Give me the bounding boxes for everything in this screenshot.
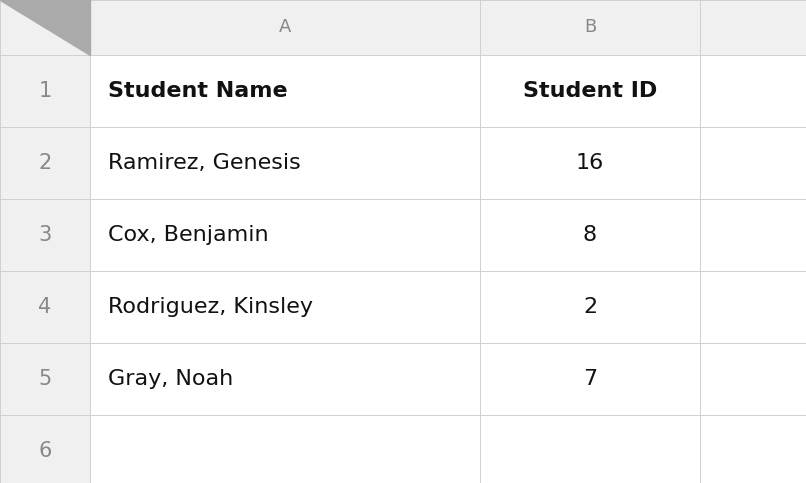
Bar [700, 271, 806, 343]
Bar [0, 199, 90, 271]
Text: Cox, Benjamin: Cox, Benjamin [108, 225, 268, 245]
Bar [90, 55, 480, 127]
Text: A: A [279, 18, 291, 37]
Bar [90, 343, 480, 415]
Bar [90, 415, 480, 483]
Text: 7: 7 [583, 369, 597, 389]
Bar [480, 415, 700, 483]
Text: 16: 16 [575, 153, 604, 173]
Bar [0, 55, 90, 127]
Bar [480, 55, 700, 127]
Text: 2: 2 [583, 297, 597, 317]
Bar [480, 199, 700, 271]
Bar [90, 271, 480, 343]
Text: 4: 4 [39, 297, 52, 317]
Text: Student ID: Student ID [523, 81, 657, 101]
Text: 6: 6 [39, 441, 52, 461]
Bar [90, 127, 480, 199]
Text: Student Name: Student Name [108, 81, 288, 101]
Text: B: B [584, 18, 596, 37]
Bar [480, 343, 700, 415]
Bar [480, 0, 700, 55]
Bar [90, 199, 480, 271]
Text: 5: 5 [39, 369, 52, 389]
Bar [0, 271, 90, 343]
Bar [0, 0, 90, 55]
Bar [700, 343, 806, 415]
Polygon shape [0, 0, 90, 55]
Text: Gray, Noah: Gray, Noah [108, 369, 233, 389]
Text: Ramirez, Genesis: Ramirez, Genesis [108, 153, 301, 173]
Text: 1: 1 [39, 81, 52, 101]
Bar [480, 271, 700, 343]
Bar [0, 415, 90, 483]
Text: 3: 3 [39, 225, 52, 245]
Bar [0, 343, 90, 415]
Bar [700, 0, 806, 55]
Bar [700, 55, 806, 127]
Bar [0, 127, 90, 199]
Bar [480, 127, 700, 199]
Bar [700, 415, 806, 483]
Text: Rodriguez, Kinsley: Rodriguez, Kinsley [108, 297, 313, 317]
Text: 8: 8 [583, 225, 597, 245]
Bar [700, 199, 806, 271]
Text: 2: 2 [39, 153, 52, 173]
Bar [700, 127, 806, 199]
Bar [90, 0, 480, 55]
